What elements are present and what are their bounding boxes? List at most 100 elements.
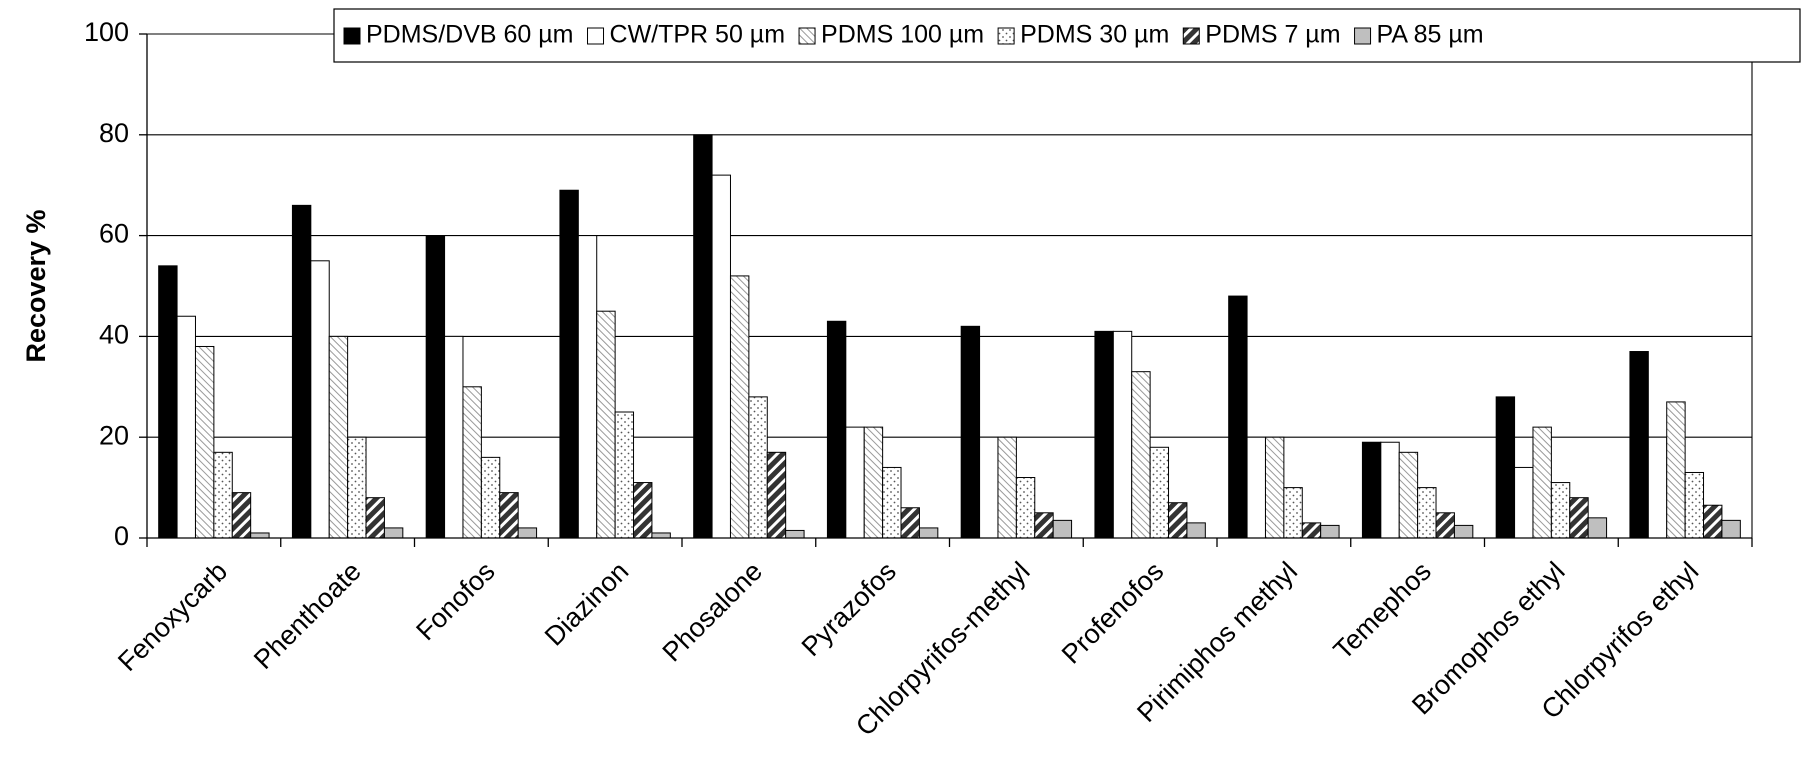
bar (1186, 522, 1206, 539)
bar (997, 436, 1017, 539)
legend-label: PDMS 30 µm (1020, 21, 1169, 49)
bar (1532, 426, 1552, 539)
bar (425, 235, 446, 539)
bar (1015, 477, 1036, 539)
legend-marker (343, 27, 361, 45)
bar (1647, 436, 1668, 539)
bar (1550, 482, 1571, 539)
bar (729, 275, 750, 539)
bar (766, 451, 787, 539)
x-tick-label: Pyrazofos (796, 556, 902, 662)
bar (1569, 497, 1589, 539)
bar (1168, 502, 1188, 539)
bar (1228, 295, 1248, 539)
bar (1149, 446, 1170, 539)
bar (1435, 512, 1455, 539)
bar (711, 174, 731, 539)
bar (826, 320, 847, 539)
bar (1283, 487, 1303, 539)
bar (845, 426, 865, 539)
bar (1264, 436, 1285, 539)
y-tick-label: 100 (84, 17, 129, 47)
bar (1380, 441, 1400, 539)
bar (785, 529, 805, 539)
bar (1666, 401, 1686, 539)
bar (158, 265, 178, 539)
bar (1361, 441, 1382, 539)
bar (596, 310, 616, 539)
x-tick-label: Fenoxycarb (112, 556, 233, 677)
bar (1320, 524, 1340, 539)
bar (1131, 371, 1151, 539)
bar (1417, 487, 1437, 539)
bar (900, 507, 920, 539)
bar (960, 325, 981, 539)
bar (176, 315, 196, 539)
bar (328, 335, 349, 539)
bar (310, 260, 330, 539)
x-tick-label: Profenofos (1056, 556, 1170, 670)
bar (1453, 524, 1474, 539)
bar (444, 335, 464, 539)
bar (979, 436, 999, 539)
bar (651, 532, 671, 539)
legend-label: PA 85 µm (1377, 21, 1484, 49)
bar (1094, 330, 1114, 539)
y-tick-label: 20 (99, 420, 129, 450)
y-tick-label: 60 (99, 219, 129, 249)
bar (1587, 517, 1608, 539)
x-tick-label: Diazinon (539, 556, 635, 652)
legend-label: CW/TPR 50 µm (610, 21, 786, 49)
bar (748, 396, 768, 539)
bar (1034, 512, 1054, 539)
bar (347, 436, 367, 539)
bar (1703, 504, 1723, 539)
bar (365, 497, 385, 539)
bar (383, 527, 404, 539)
legend-label: PDMS/DVB 60 µm (366, 21, 574, 49)
y-axis-title: Recovery % (21, 209, 51, 362)
bar (633, 482, 653, 539)
bar (194, 345, 215, 539)
legend-marker (1182, 27, 1200, 45)
y-tick-label: 40 (99, 320, 129, 350)
bar (1495, 396, 1516, 539)
bar (231, 492, 252, 539)
bar (614, 411, 635, 539)
bar (1629, 351, 1649, 539)
x-tick-label: Phenthoate (248, 556, 367, 675)
legend-marker (587, 27, 605, 45)
y-tick-label: 0 (114, 521, 129, 551)
bar (1684, 471, 1705, 539)
bar (480, 456, 501, 539)
bar (1246, 436, 1266, 539)
legend: PDMS/DVB 60 µm CW/TPR 50 µm PDMS 100 µm PDM… (333, 8, 1801, 63)
bar (863, 426, 884, 539)
legend-box (333, 8, 1801, 63)
bar (291, 204, 312, 539)
bar (693, 134, 713, 539)
bar (1052, 519, 1073, 539)
bar (213, 451, 233, 539)
y-tick-label: 80 (99, 118, 129, 148)
bar (1112, 330, 1133, 539)
x-tick-label: Phosalone (657, 556, 768, 667)
bar (517, 527, 538, 539)
bar (462, 386, 482, 539)
bar (1398, 451, 1419, 539)
bar (918, 527, 939, 539)
legend-label: PDMS 7 µm (1205, 21, 1340, 49)
legend-marker (798, 27, 816, 45)
bar (1301, 522, 1322, 539)
bar (559, 189, 579, 539)
bar (1721, 519, 1741, 539)
legend-marker (1354, 27, 1372, 45)
legend-label: PDMS 100 µm (821, 21, 984, 49)
bar (250, 532, 270, 539)
bar (577, 235, 598, 539)
bar (499, 492, 519, 539)
legend-marker (997, 27, 1015, 45)
bar (882, 466, 902, 539)
